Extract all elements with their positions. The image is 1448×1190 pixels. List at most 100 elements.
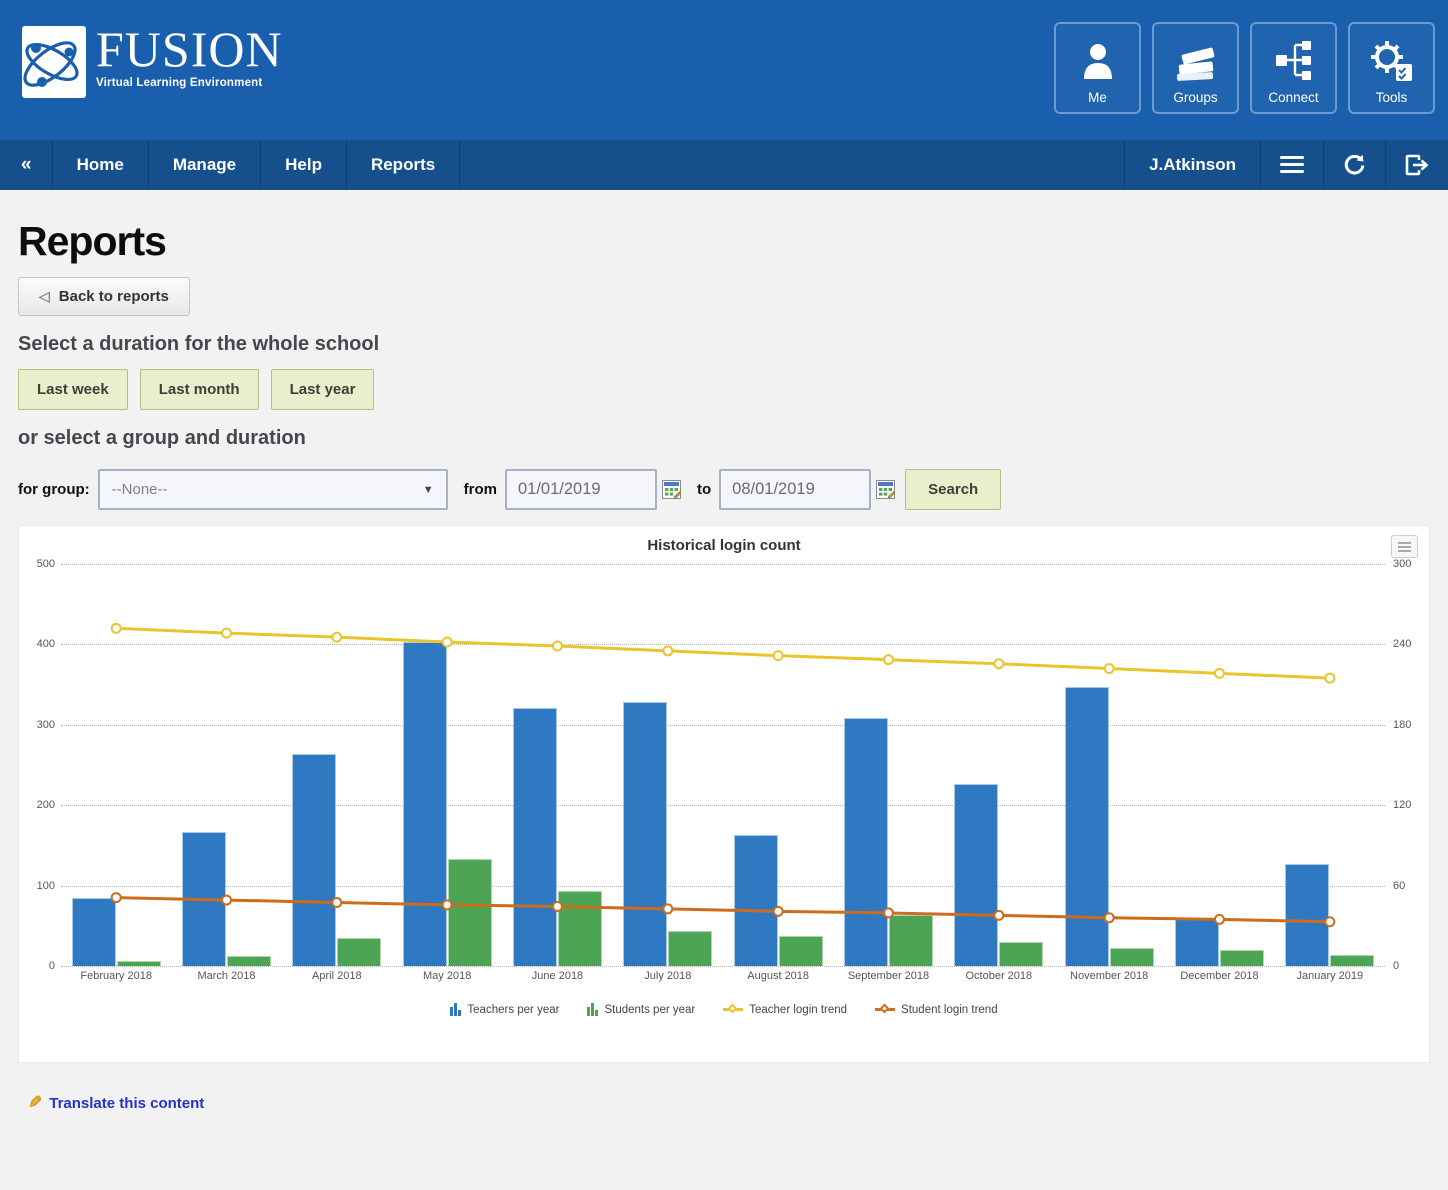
back-to-reports-button[interactable]: ◁ Back to reports <box>18 277 190 316</box>
group-prompt: or select a group and duration <box>18 427 306 449</box>
students-bar <box>999 941 1044 966</box>
chart-plot-area <box>61 564 1385 967</box>
teachers-bar <box>1285 863 1330 966</box>
y-axis-label-left: 500 <box>36 558 55 570</box>
to-date-input[interactable] <box>719 469 872 510</box>
y-axis-label-right: 60 <box>1393 879 1406 892</box>
y-axis-label-left: 200 <box>36 799 55 812</box>
legend-diamond <box>879 1003 890 1014</box>
logout-icon <box>1405 154 1429 176</box>
last-week-button[interactable]: Last week <box>18 369 128 410</box>
hamburger-menu-button[interactable] <box>1260 140 1323 190</box>
app-button-label: Tools <box>1375 90 1408 105</box>
teachers-bar <box>292 753 337 966</box>
refresh-button[interactable] <box>1323 140 1385 190</box>
teachers-bar <box>402 642 447 966</box>
last-month-button[interactable]: Last month <box>139 369 259 410</box>
chart-export-menu-button[interactable] <box>1391 535 1418 558</box>
refresh-icon <box>1344 154 1365 174</box>
gridline <box>61 724 1385 726</box>
legend-diamond <box>727 1003 738 1014</box>
trend-lines <box>110 622 1336 928</box>
from-label: from <box>463 481 497 498</box>
group-select[interactable]: --None-- ▼ <box>97 469 448 510</box>
x-axis-label: June 2018 <box>531 970 584 982</box>
legend-item[interactable]: Students per year <box>587 1003 695 1016</box>
connect-button[interactable]: Connect <box>1250 22 1337 114</box>
legend-item[interactable]: Student login trend <box>875 1003 998 1016</box>
books-icon <box>1176 47 1214 81</box>
legend-label: Student login trend <box>901 1003 998 1016</box>
nav-spacer <box>460 140 1124 190</box>
legend-bar <box>450 1007 454 1016</box>
x-axis-label: September 2018 <box>847 970 930 982</box>
students-bar <box>778 936 823 966</box>
gridline <box>61 966 1385 967</box>
legend-label: Teacher login trend <box>749 1003 848 1016</box>
students-bar <box>558 891 602 966</box>
y-axis-label-right: 120 <box>1393 799 1412 812</box>
from-calendar-icon[interactable] <box>662 480 681 499</box>
nav-item-reports[interactable]: Reports <box>347 140 461 190</box>
nav-item-help[interactable]: Help <box>261 140 347 190</box>
logout-button[interactable] <box>1385 140 1448 190</box>
students-bar <box>668 931 713 966</box>
back-button-label: Back to reports <box>58 288 169 305</box>
legend-label: Teachers per year <box>467 1003 560 1016</box>
duration-prompt: Select a duration for the whole school <box>18 333 380 355</box>
y-axis-label-right: 240 <box>1393 638 1412 651</box>
me-button[interactable]: Me <box>1054 22 1141 114</box>
y-axis-label-left: 300 <box>36 718 55 731</box>
user-menu[interactable]: J.Atkinson <box>1124 140 1260 190</box>
translate-link-label: Translate this content <box>49 1094 205 1112</box>
x-axis-label: November 2018 <box>1070 970 1149 982</box>
legend-line-swatch <box>875 1003 896 1016</box>
last-year-button[interactable]: Last year <box>270 369 375 410</box>
tools-button[interactable]: Tools <box>1348 22 1435 114</box>
legend-bar-swatch <box>450 1003 462 1016</box>
group-label: for group: <box>18 481 90 498</box>
students-bar <box>116 961 161 966</box>
legend-line-swatch <box>723 1003 744 1016</box>
x-axis-label: October 2018 <box>965 970 1033 982</box>
search-button[interactable]: Search <box>905 469 1002 510</box>
x-axis-label: July 2018 <box>644 970 692 982</box>
group-select-value: --None-- <box>111 481 168 498</box>
chart-title: Historical login count <box>647 537 801 554</box>
translate-content-link[interactable]: ✎ Translate this content <box>28 1093 204 1113</box>
report-filter-form: for group: --None-- ▼ from to Search <box>18 469 1430 510</box>
nav-item-manage[interactable]: Manage <box>149 140 262 190</box>
students-bar <box>889 914 933 966</box>
teachers-bar <box>733 834 778 966</box>
org-chart-icon <box>1275 41 1311 80</box>
x-axis-label: February 2018 <box>80 970 152 982</box>
app-buttons: Me Groups <box>1054 22 1435 114</box>
fusion-logo-icon <box>22 26 86 98</box>
y-axis-label-right: 0 <box>1393 960 1400 972</box>
gridline <box>61 805 1385 807</box>
y-axis-label-right: 180 <box>1393 718 1412 731</box>
nav-item-home[interactable]: Home <box>53 140 149 190</box>
students-bar <box>1109 948 1154 966</box>
from-date-input[interactable] <box>505 469 657 510</box>
pencil-icon: ✎ <box>28 1093 43 1112</box>
students-bar <box>337 937 382 966</box>
gridline <box>61 885 1385 887</box>
groups-button[interactable]: Groups <box>1152 22 1239 114</box>
x-axis-label: May 2018 <box>423 970 472 982</box>
y-axis-label-left: 100 <box>36 879 55 892</box>
collapse-sidebar-button[interactable]: « <box>0 140 53 190</box>
teachers-bar <box>954 784 999 966</box>
to-calendar-icon[interactable] <box>876 480 896 499</box>
legend-item[interactable]: Teachers per year <box>450 1003 559 1016</box>
gridline <box>61 644 1385 646</box>
page-content: Reports ◁ Back to reports Select a durat… <box>0 218 1448 1113</box>
back-arrow-icon: ◁ <box>39 288 50 304</box>
app-header: FUSION Virtual Learning Environment Me G… <box>0 0 1448 140</box>
atom-icon <box>23 41 79 87</box>
legend-item[interactable]: Teacher login trend <box>723 1003 847 1016</box>
app-button-label: Groups <box>1173 90 1218 105</box>
teachers-bar <box>1064 687 1109 966</box>
logo-tagline: Virtual Learning Environment <box>96 76 263 89</box>
user-icon <box>1083 44 1112 79</box>
